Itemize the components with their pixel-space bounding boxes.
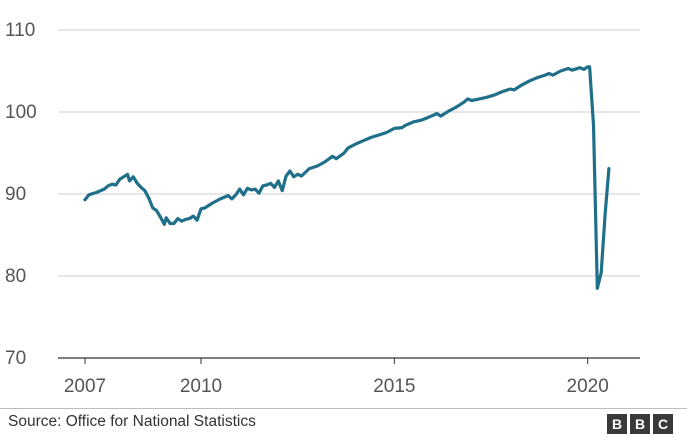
gridlines xyxy=(58,29,640,277)
bbc-logo: B B C xyxy=(607,414,673,434)
bbc-logo-letter-b1: B xyxy=(607,414,627,434)
x-tick-label-2015: 2015 xyxy=(373,376,415,397)
x-tick-label-2007: 2007 xyxy=(64,376,106,397)
bbc-logo-letter-b2: B xyxy=(630,414,650,434)
line-chart: 70 80 90 100 110 2007 2010 2015 2020 xyxy=(5,20,640,397)
x-tick-label-2020: 2020 xyxy=(567,376,609,397)
y-tick-label-80: 80 xyxy=(5,266,26,287)
x-tick-label-2010: 2010 xyxy=(180,376,222,397)
y-tick-label-90: 90 xyxy=(5,184,26,205)
y-tick-label-100: 100 xyxy=(5,102,37,123)
y-axis-tick-labels: 70 80 90 100 110 xyxy=(5,20,37,369)
y-tick-label-110: 110 xyxy=(5,20,35,41)
data-series xyxy=(83,65,611,290)
x-axis-tick-labels: 2007 2010 2015 2020 xyxy=(64,376,609,397)
footer-divider xyxy=(0,408,687,409)
x-axis xyxy=(58,357,640,364)
y-tick-label-70: 70 xyxy=(5,348,26,369)
series-line-0 xyxy=(83,65,611,290)
bbc-logo-letter-c: C xyxy=(653,414,673,434)
source-note: Source: Office for National Statistics xyxy=(8,413,256,430)
